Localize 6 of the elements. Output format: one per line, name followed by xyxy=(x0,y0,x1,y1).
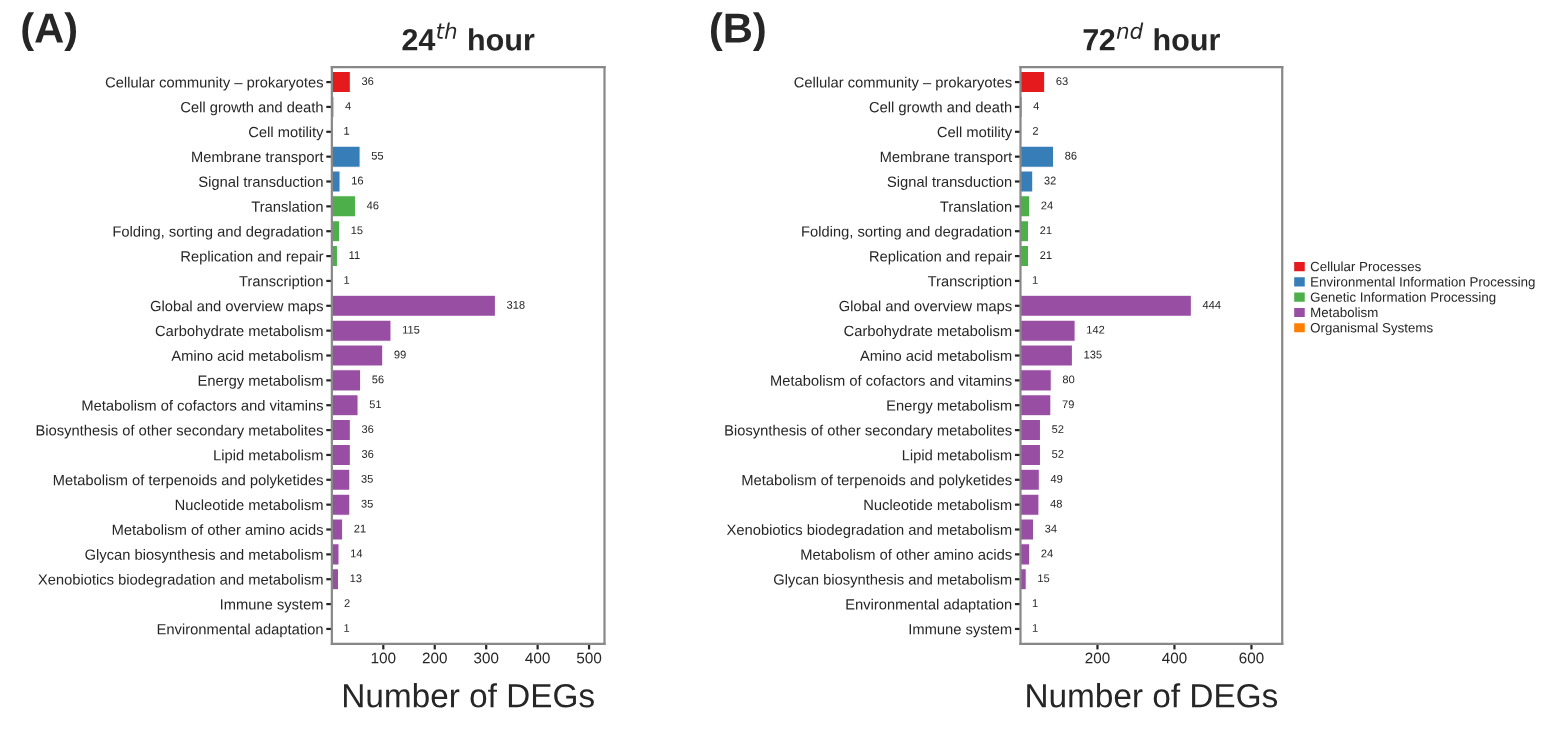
x-axis-title: Number of DEGs xyxy=(1027,683,1278,708)
text: (A) xyxy=(22,12,77,52)
chart-title: 72$^{nd}$ hour xyxy=(1083,22,1220,51)
text: (B) xyxy=(710,12,765,52)
chart-title: 24$^{th}$ hour xyxy=(402,22,535,51)
x-axis-title: Number of DEGs xyxy=(344,683,594,708)
